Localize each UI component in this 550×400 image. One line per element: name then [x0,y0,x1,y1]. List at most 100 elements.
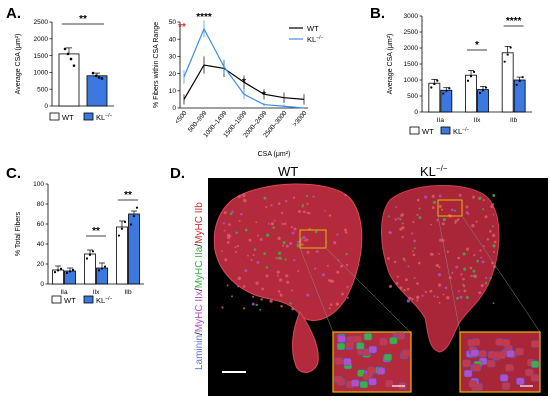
micrograph-label-kl: KL−/− [420,164,448,179]
kl-fiber-dot [410,232,414,235]
chart-a-csa-distribution: 0 10 20 30 40 50 % Fibers within CSA Range <500… [153,12,309,158]
wt-fiber-dot [291,231,295,235]
kl-fiber-dot [492,265,496,269]
kl-inset-fiber [505,364,514,372]
wt-fiber-dot [328,307,331,310]
c-y-tick-label: 40 [37,241,45,248]
wt-fiber-dot [306,293,310,297]
wt-fiber-dot [228,223,231,226]
wt-fiber-dot [315,250,319,253]
micrograph-label-wt: WT [278,164,298,179]
wt-fiber-dot [314,267,317,270]
kl-fiber-dot [480,284,484,288]
kl-fiber-dot [482,208,485,211]
kl-fiber-dot [416,213,419,216]
wt-inset-fiber [355,342,365,350]
kl-fiber-dot [397,217,400,220]
kl-fiber-dot [394,218,397,221]
kl-fiber-dot [492,302,495,305]
legend-swatch-kl-b [440,126,451,135]
b-point [466,79,470,82]
kl-fiber-dot [470,274,473,278]
kl-fiber-dot [437,252,440,255]
b-y-axis-label: Average CSA (μm²) [387,34,394,95]
wt-fiber-dot [346,285,349,288]
wt-fiber-dot [289,302,292,305]
wt-fiber-dot [290,226,293,229]
a2-x-tick-label: >3000 [291,109,308,128]
kl-fiber-dot [472,269,476,273]
a1-point [72,64,76,67]
wt-fiber-dot [272,226,275,229]
b-point [433,82,436,86]
wt-fiber-dot [346,296,349,299]
wt-fiber-dot [293,227,297,231]
kl-fiber-dot [430,252,434,256]
wt-inset-fiber [359,380,369,389]
a2-y-tick-label: 30 [169,54,177,61]
wt-fiber-dot [256,234,259,237]
wt-fiber-dot [345,252,348,256]
legend-swatch-kl [83,112,94,121]
kl-fiber-dot [431,206,435,210]
kl-fiber-dot [455,265,459,269]
kl-fiber-dot [489,277,492,280]
kl-fiber-dot [416,299,419,302]
b-point [442,92,445,95]
wt-fiber-dot [277,202,281,206]
chart-a-average-csa: 0 500 1000 1500 2000 2500 Average CSA (μm²) ** [15,14,114,110]
c-y-tick-label: 80 [37,201,45,208]
wt-fiber-dot [297,210,301,213]
b-y-tick-label: 3000 [404,13,419,20]
kl-fiber-dot [484,281,488,285]
wt-fiber-dot [234,246,237,249]
wt-zoom-box [299,229,327,249]
c-x-tick-label: IIb [124,289,132,296]
kl-inset-fibers [462,338,540,392]
a2-y-tick-label: 0 [172,105,176,112]
kl-fiber-dot [475,220,478,223]
b-point [484,86,488,89]
wt-fiber-dot [289,241,293,246]
kl-fiber-dot [485,276,488,279]
wt-fiber-dot [251,295,255,298]
kl-fiber-dot [436,296,439,299]
kl-fiber-dot [479,249,482,252]
wt-fiber-dot [284,258,287,261]
legend-label-wt: WT [62,113,74,122]
c-point [68,270,72,273]
wt-fiber-dot [343,228,347,232]
wt-fiber-dot [259,308,262,311]
c-point [135,206,139,209]
b-y-tick-label: 2000 [404,45,419,52]
kl-fiber-dot [478,196,482,201]
kl-fiber-dot [490,204,494,209]
kl-fiber-dot [406,287,410,291]
a1-point [91,71,95,75]
wt-fiber-dot [259,237,263,241]
wt-fiber-dot [226,284,229,287]
b-y-tick-label: 500 [407,93,418,100]
wt-fiber-dot [286,280,290,284]
kl-fiber-dot [465,295,469,300]
b-x-tick-label: IIa [437,117,445,124]
wt-inset-fiber [345,341,354,349]
wt-fiber-dot [285,244,289,248]
kl-fiber-dot [492,244,496,248]
c-point [56,269,60,272]
wt-fiber-dot [329,303,333,306]
kl-fiber-dot [462,252,466,256]
wt-fiber-dot [277,236,281,241]
wt-fiber-dot [237,194,241,199]
kl-fiber-dot [429,289,433,293]
panel-letter-d: D. [170,165,185,182]
wt-fiber-dot [250,259,253,262]
kl-fiber-dot [435,263,439,267]
wt-fiber-dot [306,211,309,214]
kl-fiber-dot [405,278,408,282]
a1-y-tick-label: 1000 [34,70,49,77]
b-y-tick-label: 1500 [404,61,419,68]
wt-inset [332,331,412,393]
kl-fiber-dot [481,260,485,264]
kl-fiber-dot [403,259,406,262]
